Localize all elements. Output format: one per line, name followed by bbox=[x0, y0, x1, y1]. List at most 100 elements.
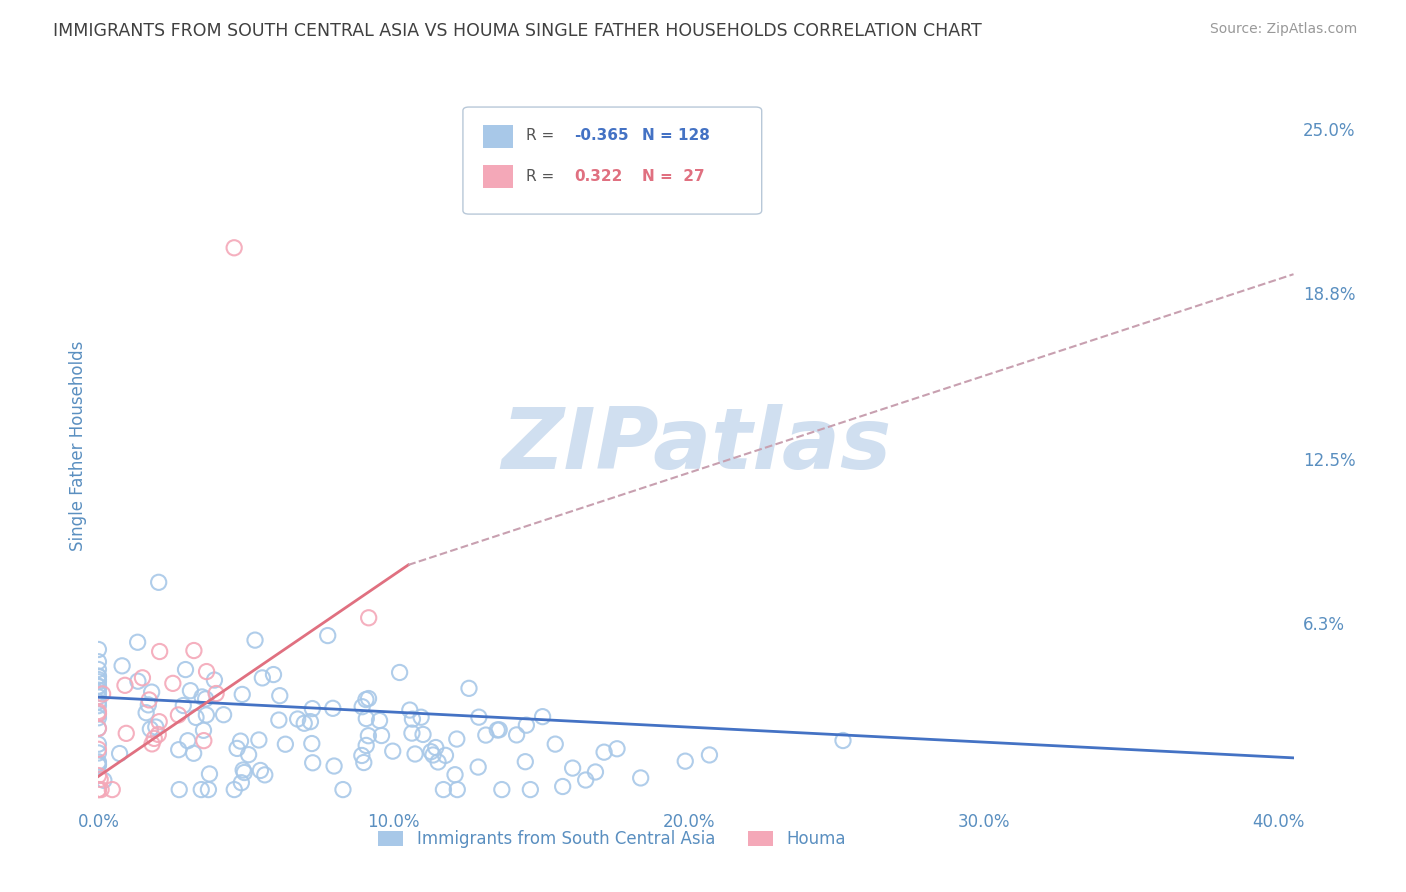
Text: N =  27: N = 27 bbox=[643, 169, 704, 184]
Point bbox=[87, 679, 110, 693]
Point bbox=[593, 745, 616, 759]
Point bbox=[87, 695, 110, 709]
Point bbox=[252, 671, 274, 685]
Point bbox=[357, 691, 380, 706]
Point bbox=[127, 674, 149, 689]
Text: 0.322: 0.322 bbox=[574, 169, 623, 184]
Point bbox=[226, 741, 249, 756]
Point bbox=[427, 755, 450, 769]
Point bbox=[87, 758, 110, 772]
Point bbox=[243, 633, 266, 648]
Point bbox=[167, 782, 190, 797]
Point bbox=[174, 663, 197, 677]
Point bbox=[352, 699, 374, 714]
Point bbox=[195, 665, 218, 679]
Point bbox=[87, 755, 110, 769]
Point bbox=[224, 782, 246, 797]
Point bbox=[357, 729, 380, 743]
Point bbox=[193, 733, 215, 747]
Point bbox=[183, 643, 205, 657]
Y-axis label: Single Father Households: Single Father Households bbox=[69, 341, 87, 551]
Text: IMMIGRANTS FROM SOUTH CENTRAL ASIA VS HOUMA SINGLE FATHER HOUSEHOLDS CORRELATION: IMMIGRANTS FROM SOUTH CENTRAL ASIA VS HO… bbox=[53, 22, 983, 40]
Point bbox=[93, 773, 115, 788]
Point bbox=[111, 658, 134, 673]
Point bbox=[148, 714, 170, 729]
Point bbox=[87, 782, 110, 797]
Point bbox=[87, 674, 110, 689]
Point bbox=[127, 635, 149, 649]
Point bbox=[434, 748, 457, 763]
Point bbox=[87, 669, 110, 683]
Point bbox=[87, 721, 110, 735]
Point bbox=[87, 746, 110, 760]
Point bbox=[287, 712, 309, 726]
Point bbox=[269, 689, 291, 703]
Point bbox=[446, 732, 468, 747]
Text: -0.365: -0.365 bbox=[574, 128, 628, 143]
Point bbox=[425, 740, 447, 755]
Point bbox=[204, 673, 226, 687]
Point bbox=[263, 667, 285, 681]
Point bbox=[832, 733, 855, 747]
Point bbox=[87, 756, 110, 771]
Point bbox=[138, 693, 160, 707]
Point bbox=[630, 771, 652, 785]
Point bbox=[575, 772, 598, 787]
Point bbox=[420, 745, 443, 759]
Point bbox=[301, 737, 323, 751]
Point bbox=[87, 669, 110, 683]
Point bbox=[422, 747, 444, 762]
Point bbox=[519, 782, 541, 797]
Point bbox=[350, 748, 373, 763]
Point bbox=[229, 734, 252, 748]
Point bbox=[87, 742, 110, 756]
Point bbox=[184, 710, 207, 724]
Point bbox=[87, 782, 110, 797]
Point bbox=[90, 782, 112, 797]
Point bbox=[194, 691, 217, 706]
Point bbox=[488, 723, 510, 737]
Point bbox=[148, 727, 170, 741]
Point bbox=[274, 737, 297, 751]
Point bbox=[138, 698, 160, 712]
Point bbox=[368, 714, 391, 728]
Point bbox=[299, 714, 322, 729]
Point bbox=[606, 741, 628, 756]
Point bbox=[491, 782, 513, 797]
Point bbox=[486, 723, 509, 737]
Point bbox=[475, 728, 498, 742]
Text: ZIPatlas: ZIPatlas bbox=[501, 404, 891, 488]
Legend: Immigrants from South Central Asia, Houma: Immigrants from South Central Asia, Houm… bbox=[371, 824, 853, 855]
Text: Source: ZipAtlas.com: Source: ZipAtlas.com bbox=[1209, 22, 1357, 37]
Point bbox=[444, 768, 467, 782]
Point bbox=[370, 729, 392, 743]
Point bbox=[87, 698, 110, 713]
Point bbox=[149, 644, 172, 658]
Point bbox=[398, 703, 420, 717]
Point bbox=[148, 575, 170, 590]
Point bbox=[232, 763, 254, 777]
Text: R =: R = bbox=[526, 169, 564, 184]
Point bbox=[323, 759, 346, 773]
Point bbox=[231, 775, 253, 789]
Point bbox=[172, 698, 194, 713]
FancyBboxPatch shape bbox=[484, 165, 513, 187]
Point bbox=[87, 737, 110, 751]
Point bbox=[87, 686, 110, 700]
Point bbox=[87, 663, 110, 677]
Point bbox=[505, 728, 527, 742]
Point bbox=[322, 701, 344, 715]
Point bbox=[515, 755, 537, 769]
Point bbox=[231, 688, 253, 702]
Point bbox=[551, 780, 574, 794]
Point bbox=[114, 678, 136, 692]
Point bbox=[87, 711, 110, 725]
Point bbox=[135, 706, 157, 720]
Point bbox=[412, 727, 434, 741]
Point bbox=[198, 767, 221, 781]
Point bbox=[301, 701, 323, 715]
Point bbox=[89, 772, 111, 787]
Point bbox=[183, 746, 205, 760]
FancyBboxPatch shape bbox=[484, 125, 513, 148]
Point bbox=[87, 705, 110, 719]
